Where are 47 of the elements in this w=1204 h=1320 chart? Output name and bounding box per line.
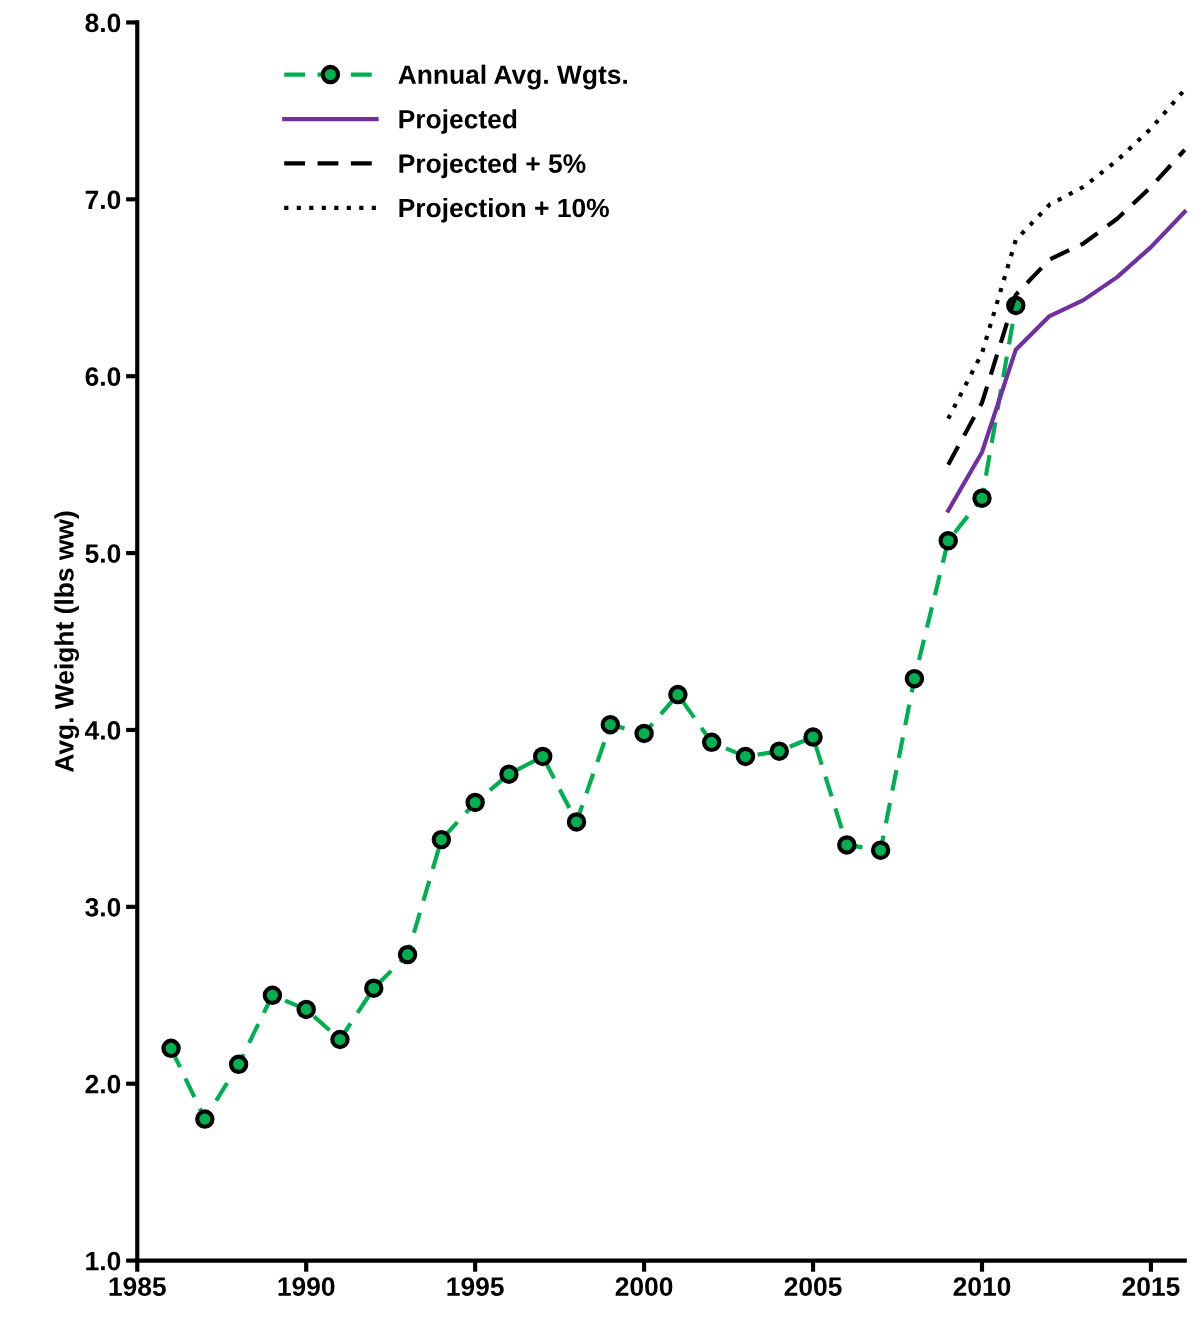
x-tick-label: 2010 [953,1277,1011,1296]
point [431,829,452,850]
point [668,684,688,705]
point [330,1029,350,1050]
y-tick-label: 2.0 [85,1074,121,1094]
point [533,746,553,767]
legend-label: Projection + 10% [399,197,609,223]
y-tick-label: 4.0 [85,721,121,740]
y-tick-label: 3.0 [85,897,121,917]
point [938,530,958,551]
point [397,944,418,965]
point [228,1054,249,1074]
legend-label: Projected + 5% [399,153,586,179]
point [972,488,992,508]
point [566,812,587,832]
y-tick-label: 1.0 [86,1251,121,1271]
x-tick-label: 2005 [784,1277,842,1296]
y-tick-label: 5.0 [85,544,121,563]
point [296,999,316,1020]
y-tick-label: 6.0 [85,367,121,387]
x-tick-label: 1995 [447,1277,504,1296]
point [735,746,756,767]
x-tick-label: 2015 [1122,1277,1180,1296]
line-series [946,209,1187,513]
line-series [946,147,1187,467]
point [904,668,925,689]
point [837,835,857,855]
point [701,732,722,753]
point [465,792,485,813]
y-tick-label: 8.0 [85,13,121,33]
point [161,1038,181,1059]
y-axis-title: Avg. Weight (lbs ww) [54,511,80,773]
legend-label: Annual Avg. Wgts. [398,64,627,90]
point [364,978,384,998]
point [769,741,789,761]
legend-label: Projected [399,109,517,134]
point [499,764,519,784]
x-tick-label: 1990 [278,1277,335,1296]
x-tick-label: 2000 [615,1277,673,1296]
x-tick-label: 1985 [109,1277,166,1296]
y-tick-label: 7.0 [85,190,121,210]
point [803,727,823,747]
point [195,1109,215,1129]
point [634,723,654,744]
point [600,714,621,735]
point [262,985,283,1006]
point [870,840,891,860]
